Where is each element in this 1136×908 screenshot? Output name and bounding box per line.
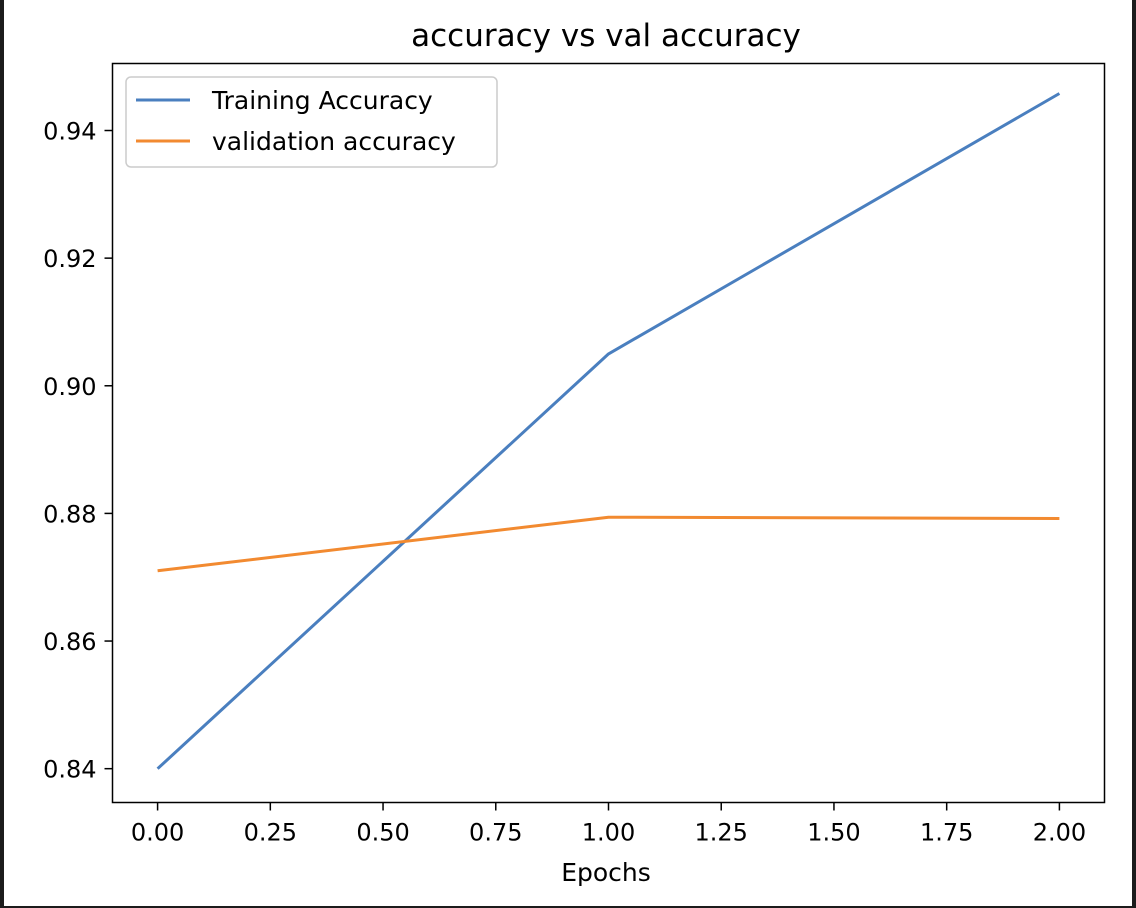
x-tick-label: 0.75	[469, 819, 522, 847]
legend: Training Accuracy validation accuracy	[125, 76, 498, 168]
chart-title: accuracy vs val accuracy	[411, 18, 801, 54]
x-tick-label: 1.75	[920, 819, 973, 847]
legend-label: Training Accuracy	[211, 86, 433, 115]
y-tick-label: 0.90	[43, 373, 96, 401]
series-line-1	[157, 515, 1060, 573]
series-line-0	[156, 92, 1061, 770]
legend-box	[125, 76, 498, 168]
x-tick-label: 1.00	[582, 819, 635, 847]
axes-frame	[111, 62, 1106, 804]
chart-figure: accuracy vs val accuracy 0.00 0.25 0.50 0.7…	[4, 0, 1132, 906]
y-tick-label: 0.94	[43, 118, 96, 146]
y-tick-label: 0.92	[43, 245, 96, 273]
y-axis: 0.84 0.86 0.88 0.90 0.92 0.94	[43, 118, 113, 784]
x-tick-label: 0.00	[131, 819, 184, 847]
x-tick-label: 2.00	[1033, 819, 1086, 847]
x-tick-label: 1.25	[695, 819, 748, 847]
x-axis: 0.00 0.25 0.50 0.75 1.00 1.25 1.50 1.75 2.00	[131, 802, 1086, 847]
x-tick-label: 0.50	[356, 819, 409, 847]
y-tick-label: 0.86	[43, 628, 96, 656]
plot-area	[156, 92, 1061, 770]
legend-label: validation accuracy	[212, 127, 456, 156]
x-tick-label: 0.25	[244, 819, 297, 847]
x-axis-label: Epochs	[561, 858, 651, 887]
y-tick-label: 0.84	[43, 756, 96, 784]
x-tick-label: 1.50	[807, 819, 860, 847]
y-tick-label: 0.88	[43, 500, 96, 528]
line-chart: accuracy vs val accuracy 0.00 0.25 0.50 0.7…	[43, 18, 1106, 887]
